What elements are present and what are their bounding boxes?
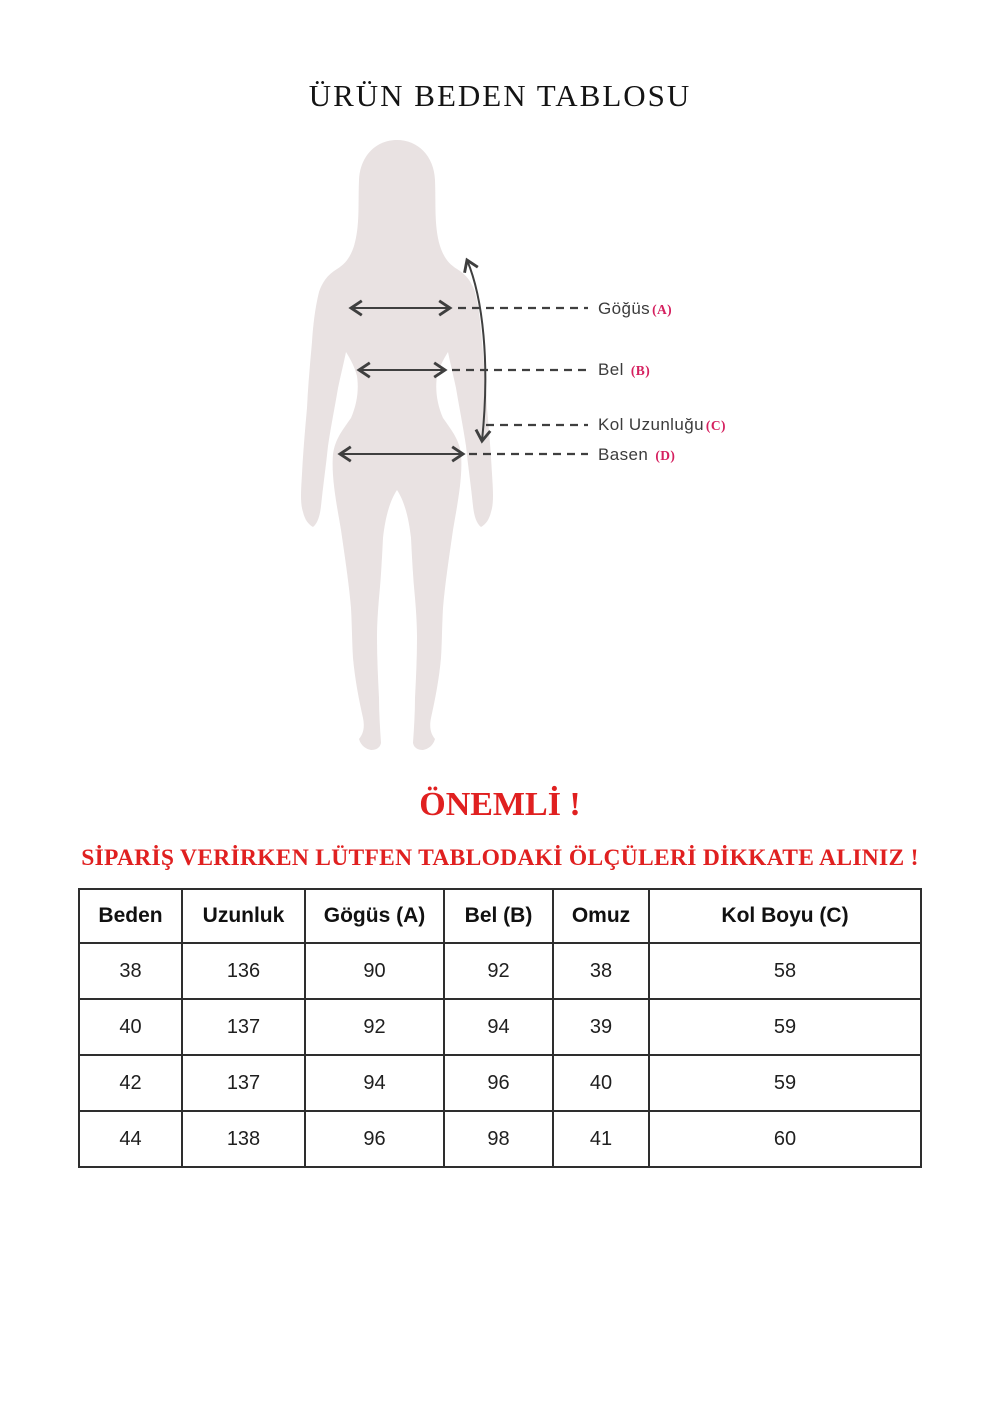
table-cell: 39 xyxy=(552,998,650,1056)
label-sleeve: Kol Uzunluğu (C) xyxy=(598,414,726,436)
header-uzunluk: Uzunluk xyxy=(181,888,306,944)
label-waist-code: (B) xyxy=(630,363,651,378)
table-cell: 38 xyxy=(552,942,650,1000)
table-cell: 38 xyxy=(78,942,183,1000)
body-silhouette-svg xyxy=(301,140,588,750)
header-gogus: Gögüs (A) xyxy=(304,888,445,944)
table-cell: 136 xyxy=(181,942,306,1000)
header-omuz: Omuz xyxy=(552,888,650,944)
table-row: 38 136 90 92 38 58 xyxy=(78,942,922,1000)
header-bel: Bel (B) xyxy=(443,888,554,944)
table-cell: 40 xyxy=(78,998,183,1056)
table-cell: 42 xyxy=(78,1054,183,1112)
size-table: Beden Uzunluk Gögüs (A) Bel (B) Omuz Kol… xyxy=(78,888,922,1168)
table-cell: 138 xyxy=(181,1110,306,1168)
label-hip-code: (D) xyxy=(655,448,676,463)
table-cell: 60 xyxy=(648,1110,922,1168)
table-cell: 59 xyxy=(648,1054,922,1112)
label-waist-text: Bel xyxy=(598,360,629,379)
table-cell: 98 xyxy=(443,1110,554,1168)
label-hip: Basen (D) xyxy=(598,444,675,466)
sleeve-length-arrow xyxy=(463,257,492,444)
size-table-header-row: Beden Uzunluk Gögüs (A) Bel (B) Omuz Kol… xyxy=(78,888,922,944)
table-row: 42 137 94 96 40 59 xyxy=(78,1054,922,1112)
label-sleeve-code: (C) xyxy=(705,418,726,433)
table-cell: 90 xyxy=(304,942,445,1000)
body-measurement-diagram xyxy=(285,138,735,758)
table-cell: 41 xyxy=(552,1110,650,1168)
label-chest-text: Göğüs xyxy=(598,299,651,318)
table-cell: 96 xyxy=(443,1054,554,1112)
label-waist: Bel (B) xyxy=(598,359,650,381)
notice-heading: ÖNEMLİ ! xyxy=(419,786,581,823)
header-beden: Beden xyxy=(78,888,183,944)
table-cell: 40 xyxy=(552,1054,650,1112)
table-cell: 94 xyxy=(304,1054,445,1112)
table-cell: 58 xyxy=(648,942,922,1000)
table-cell: 94 xyxy=(443,998,554,1056)
table-cell: 137 xyxy=(181,998,306,1056)
page-title: ÜRÜN BEDEN TABLOSU xyxy=(308,78,692,113)
label-sleeve-text: Kol Uzunluğu xyxy=(598,415,704,434)
table-cell: 44 xyxy=(78,1110,183,1168)
header-kol-boyu: Kol Boyu (C) xyxy=(648,888,922,944)
table-cell: 137 xyxy=(181,1054,306,1112)
label-chest: Göğüs (A) xyxy=(598,298,672,320)
label-chest-code: (A) xyxy=(652,302,673,317)
table-cell: 92 xyxy=(304,998,445,1056)
table-row: 44 138 96 98 41 60 xyxy=(78,1110,922,1168)
notice-message: SİPARİŞ VERİRKEN LÜTFEN TABLODAKİ ÖLÇÜLE… xyxy=(81,845,919,871)
table-cell: 92 xyxy=(443,942,554,1000)
figure-silhouette xyxy=(301,140,493,750)
label-hip-text: Basen xyxy=(598,445,654,464)
table-cell: 96 xyxy=(304,1110,445,1168)
table-cell: 59 xyxy=(648,998,922,1056)
table-row: 40 137 92 94 39 59 xyxy=(78,998,922,1056)
